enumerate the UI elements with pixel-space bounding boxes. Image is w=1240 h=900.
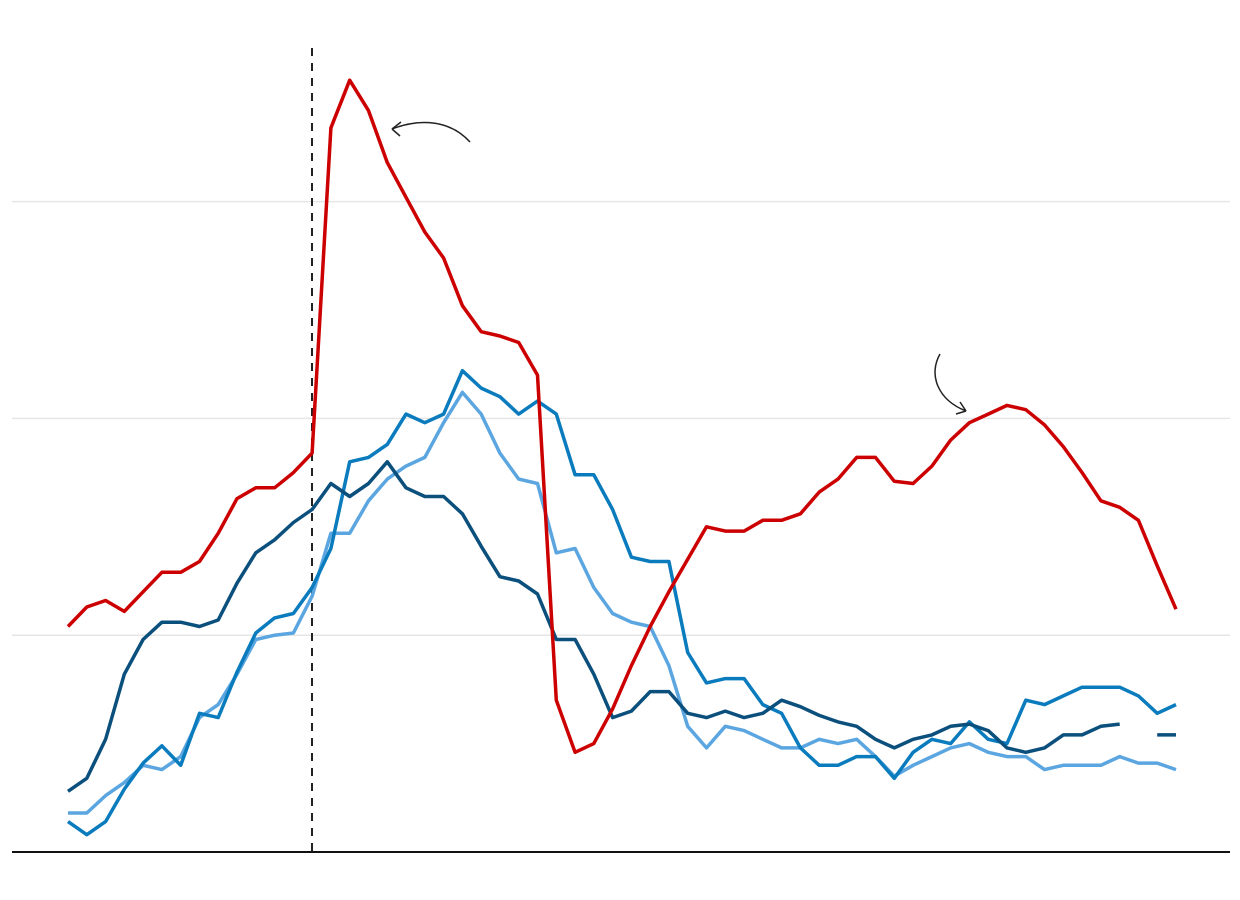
arrow-head: [391, 121, 402, 137]
series-line: [68, 390, 1177, 815]
annotation-arrow: [391, 121, 471, 143]
grid: [12, 200, 1230, 636]
series-line: [66, 78, 1178, 755]
arrow-head: [955, 401, 967, 415]
lines: [66, 78, 1178, 837]
series-line: [66, 368, 1177, 837]
annotation-arrow: [934, 353, 967, 412]
series-line: [67, 460, 1176, 793]
